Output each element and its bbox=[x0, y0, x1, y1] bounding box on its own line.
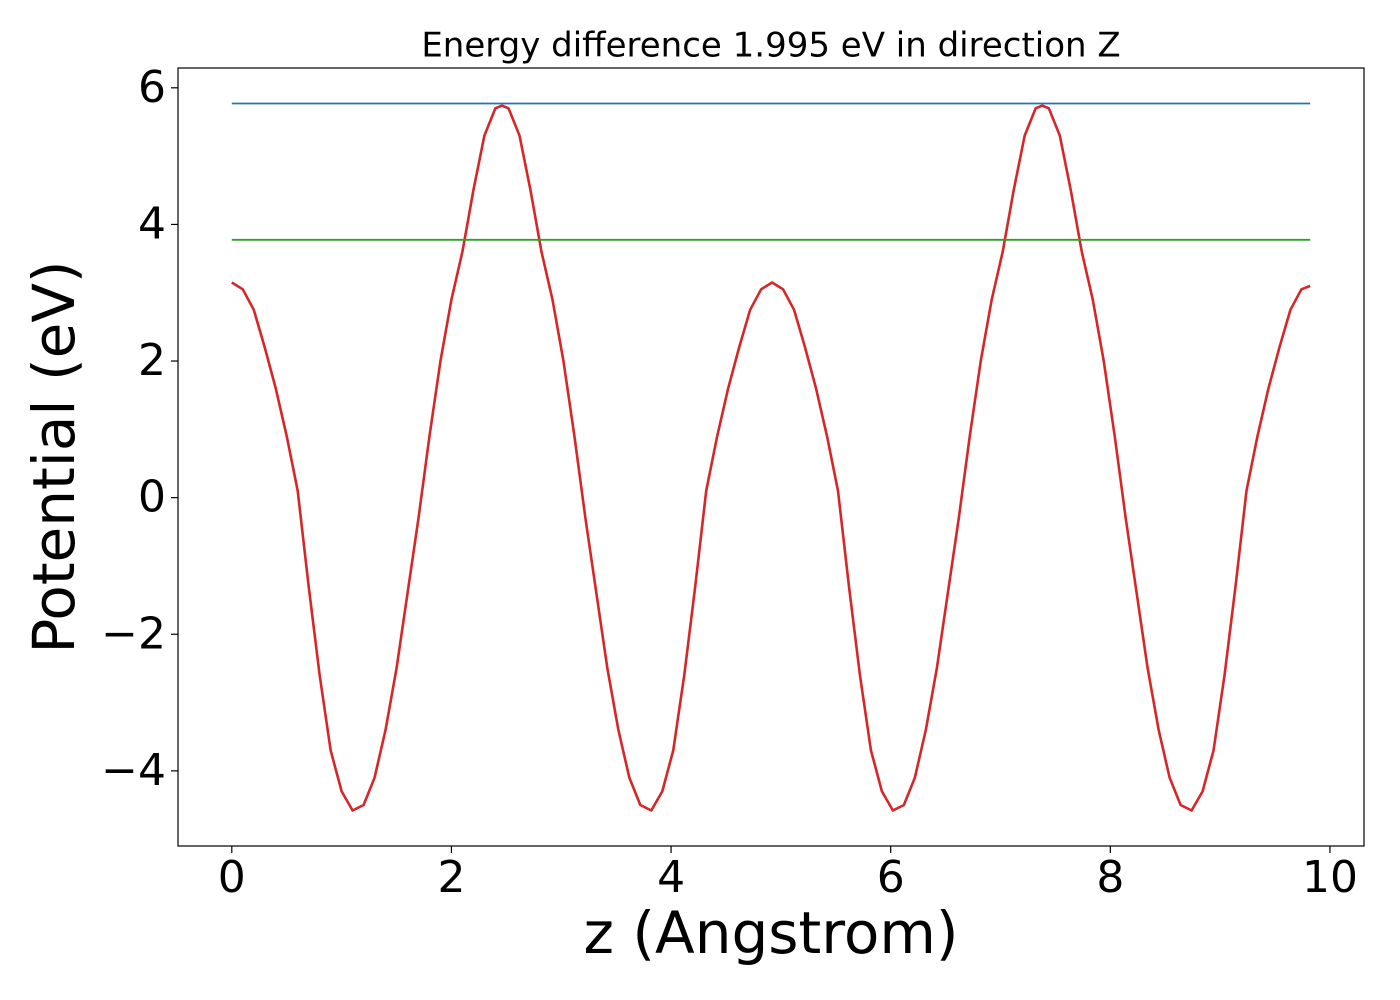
x-axis-label: z (Angstrom) bbox=[584, 899, 959, 967]
x-tick-label: 4 bbox=[657, 852, 685, 903]
y-tick-label: 6 bbox=[138, 62, 166, 113]
y-tick-label: 4 bbox=[138, 198, 166, 249]
chart-title: Energy difference 1.995 eV in direction … bbox=[421, 26, 1120, 66]
y-tick-label: −4 bbox=[101, 745, 166, 796]
y-tick-label: 0 bbox=[138, 472, 166, 523]
y-tick-label: −2 bbox=[101, 608, 166, 659]
y-axis-label: Potential (eV) bbox=[20, 260, 88, 653]
x-tick-label: 2 bbox=[437, 852, 465, 903]
x-tick-label: 10 bbox=[1302, 852, 1358, 903]
plot-frame bbox=[177, 67, 1365, 847]
x-tick-label: 6 bbox=[877, 852, 905, 903]
series-line bbox=[231, 104, 1311, 812]
y-tick-label: 2 bbox=[138, 335, 166, 386]
x-tick-label: 8 bbox=[1096, 852, 1124, 903]
x-tick-label: 0 bbox=[218, 852, 246, 903]
